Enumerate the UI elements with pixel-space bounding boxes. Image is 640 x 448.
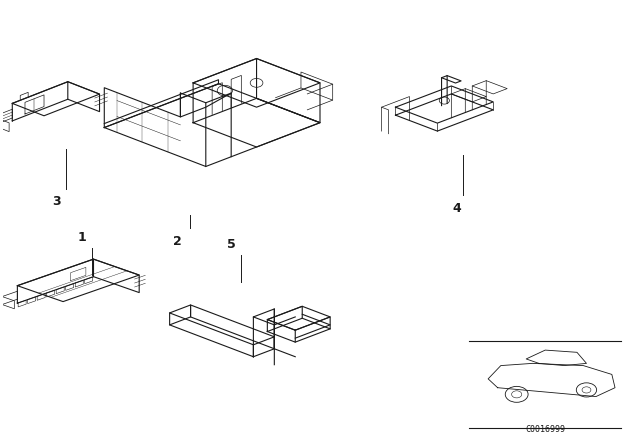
Text: 1: 1 bbox=[77, 231, 86, 244]
Text: 2: 2 bbox=[173, 235, 182, 248]
Text: 5: 5 bbox=[227, 237, 236, 250]
Text: 4: 4 bbox=[452, 202, 461, 215]
Text: C0016999: C0016999 bbox=[525, 425, 565, 434]
Text: 3: 3 bbox=[52, 195, 61, 208]
